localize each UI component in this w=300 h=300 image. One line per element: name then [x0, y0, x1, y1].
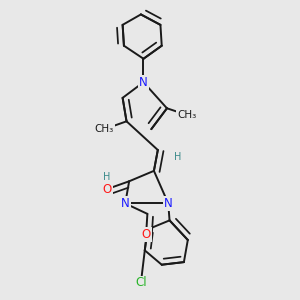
- Text: CH₃: CH₃: [95, 124, 114, 134]
- Text: O: O: [102, 183, 112, 196]
- Text: N: N: [139, 76, 148, 89]
- Text: N: N: [164, 197, 172, 210]
- Text: N: N: [121, 197, 130, 210]
- Text: H: H: [103, 172, 111, 182]
- Text: CH₃: CH₃: [177, 110, 196, 120]
- Text: H: H: [174, 152, 181, 161]
- Text: O: O: [142, 228, 151, 241]
- Text: Cl: Cl: [135, 277, 147, 290]
